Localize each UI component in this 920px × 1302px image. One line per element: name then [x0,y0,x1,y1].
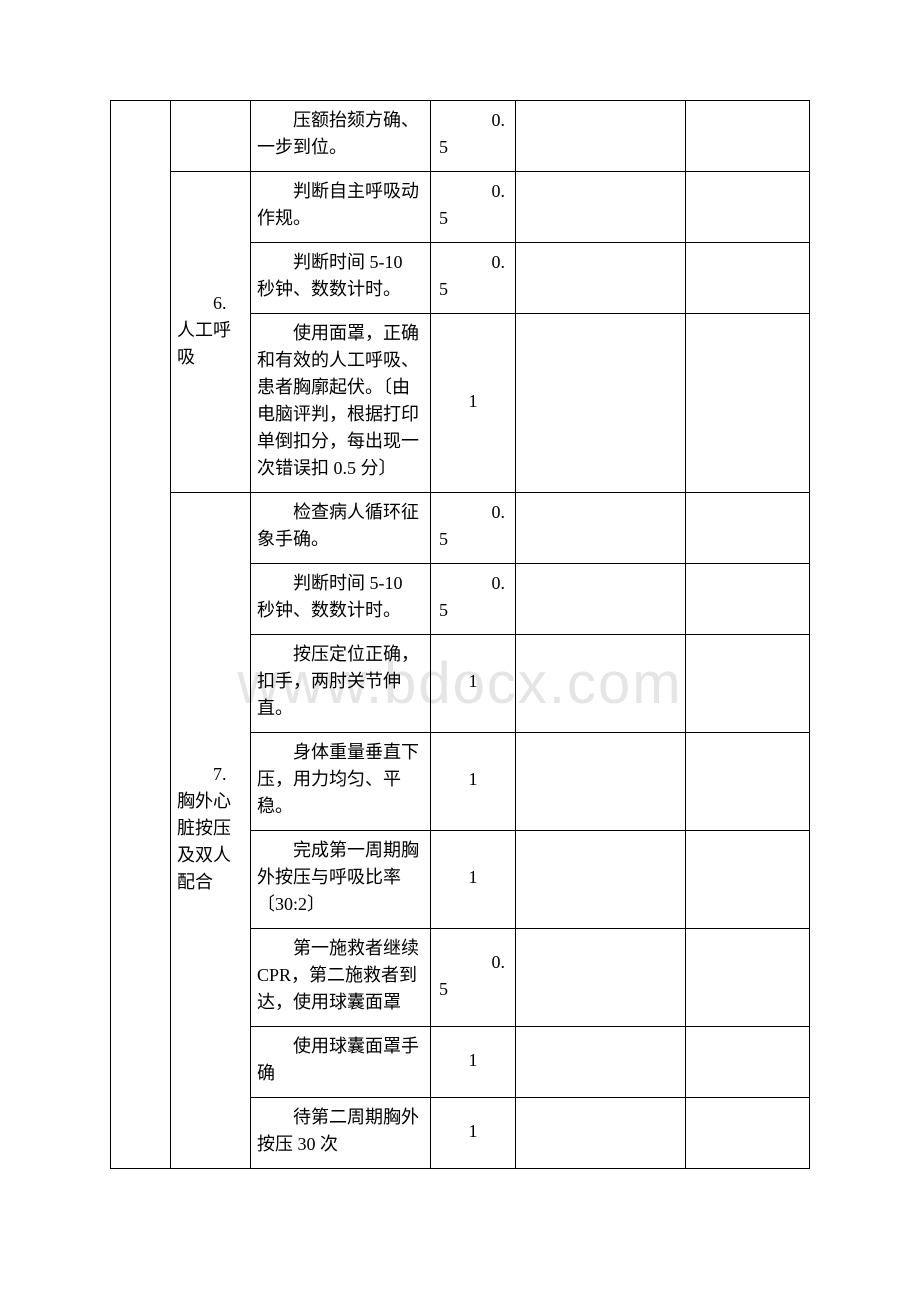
step-number: 6. [177,290,244,317]
criterion-cell: 使用球囊面罩手确 [251,1027,431,1098]
blank-cell [516,493,686,564]
score-value: 1 [437,1047,509,1074]
score-cell: 1 [431,1027,516,1098]
step-label-cell: 6. 人工呼吸 [171,172,251,493]
blank-cell [686,172,810,243]
score-cell: 1 [431,635,516,733]
score-cell: 1 [431,1098,516,1169]
blank-cell [516,172,686,243]
criterion-cell: 检查病人循环征象手确。 [251,493,431,564]
criterion-cell: 判断时间 5-10 秒钟、数数计时。 [251,243,431,314]
score-cell: 0.5 [431,172,516,243]
section-cell [111,101,171,1169]
blank-cell [686,101,810,172]
criterion-text: 第一施救者继续 CPR，第二施救者到达，使用球囊面罩 [257,935,424,1016]
score-whole: 0. [437,570,509,597]
step-label-cell: 7. 胸外心脏按压及双人配合 [171,493,251,1169]
step-title: 胸外心脏按压及双人配合 [177,791,231,892]
score-value: 1 [437,668,509,695]
score-value: 1 [437,388,509,415]
blank-cell [516,929,686,1027]
criterion-cell: 压额抬颏方确、一步到位。 [251,101,431,172]
blank-cell [516,314,686,493]
blank-cell [516,243,686,314]
table-row: 压额抬颏方确、一步到位。0.5 [111,101,810,172]
blank-cell [516,564,686,635]
score-cell: 0.5 [431,929,516,1027]
step-title: 人工呼吸 [177,320,231,367]
criterion-text: 按压定位正确，扣手，两肘关节伸直。 [257,641,424,722]
criterion-cell: 身体重量垂直下压，用力均匀、平稳。 [251,733,431,831]
blank-cell [516,101,686,172]
score-cell: 0.5 [431,101,516,172]
criterion-text: 使用面罩，正确和有效的人工呼吸、患者胸廓起伏。〔由电脑评判，根据打印单倒扣分，每… [257,320,424,482]
blank-cell [686,831,810,929]
score-cell: 1 [431,733,516,831]
blank-cell [516,1098,686,1169]
score-decimal: 5 [437,205,509,232]
scoring-table: 压额抬颏方确、一步到位。0.56.人工呼吸判断自主呼吸动作规。0.5判断时间 5… [110,100,810,1169]
score-value: 1 [437,766,509,793]
criterion-cell: 判断自主呼吸动作规。 [251,172,431,243]
criterion-text: 判断时间 5-10 秒钟、数数计时。 [257,249,424,303]
criterion-text: 压额抬颏方确、一步到位。 [257,107,424,161]
score-decimal: 5 [437,597,509,624]
table-row: 7.胸外心脏按压及双人配合检查病人循环征象手确。0.5 [111,493,810,564]
criterion-cell: 判断时间 5-10 秒钟、数数计时。 [251,564,431,635]
step-number: 7. [177,761,244,788]
criterion-text: 判断时间 5-10 秒钟、数数计时。 [257,570,424,624]
score-value: 1 [437,1118,509,1145]
score-cell: 0.5 [431,493,516,564]
score-cell: 1 [431,314,516,493]
score-whole: 0. [437,499,509,526]
score-cell: 0.5 [431,243,516,314]
score-cell: 1 [431,831,516,929]
criterion-text: 身体重量垂直下压，用力均匀、平稳。 [257,739,424,820]
blank-cell [686,1098,810,1169]
criterion-cell: 第一施救者继续 CPR，第二施救者到达，使用球囊面罩 [251,929,431,1027]
blank-cell [686,243,810,314]
criterion-cell: 待第二周期胸外按压 30 次 [251,1098,431,1169]
score-whole: 0. [437,949,509,976]
blank-cell [686,635,810,733]
blank-cell [686,314,810,493]
criterion-text: 待第二周期胸外按压 30 次 [257,1104,424,1158]
blank-cell [686,1027,810,1098]
score-whole: 0. [437,178,509,205]
table-row: 6.人工呼吸判断自主呼吸动作规。0.5 [111,172,810,243]
score-decimal: 5 [437,526,509,553]
blank-cell [516,1027,686,1098]
criterion-text: 使用球囊面罩手确 [257,1033,424,1087]
blank-cell [686,929,810,1027]
blank-cell [516,733,686,831]
blank-cell [516,635,686,733]
criterion-text: 判断自主呼吸动作规。 [257,178,424,232]
blank-cell [686,493,810,564]
score-decimal: 5 [437,276,509,303]
page-container: 压额抬颏方确、一步到位。0.56.人工呼吸判断自主呼吸动作规。0.5判断时间 5… [0,0,920,1269]
score-decimal: 5 [437,976,509,1003]
score-cell: 0.5 [431,564,516,635]
score-whole: 0. [437,107,509,134]
blank-cell [686,564,810,635]
criterion-cell: 完成第一周期胸外按压与呼吸比率〔30:2〕 [251,831,431,929]
criterion-text: 检查病人循环征象手确。 [257,499,424,553]
score-whole: 0. [437,249,509,276]
step-label-cell [171,101,251,172]
criterion-cell: 使用面罩，正确和有效的人工呼吸、患者胸廓起伏。〔由电脑评判，根据打印单倒扣分，每… [251,314,431,493]
blank-cell [516,831,686,929]
criterion-cell: 按压定位正确，扣手，两肘关节伸直。 [251,635,431,733]
criterion-text: 完成第一周期胸外按压与呼吸比率〔30:2〕 [257,837,424,918]
score-value: 1 [437,864,509,891]
blank-cell [686,733,810,831]
score-decimal: 5 [437,134,509,161]
